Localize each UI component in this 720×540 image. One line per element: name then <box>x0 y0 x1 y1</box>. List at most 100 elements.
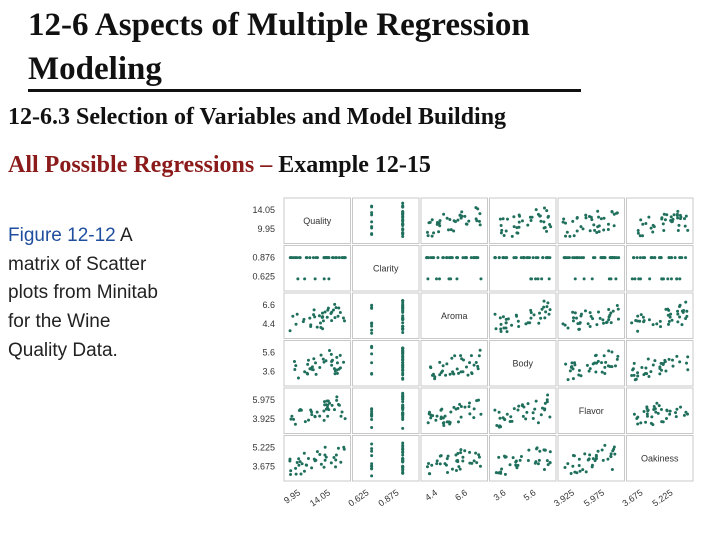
scatter-dot <box>314 256 318 260</box>
scatter-dot <box>517 325 521 329</box>
scatter-dot <box>539 316 543 320</box>
scatter-dot <box>500 228 504 232</box>
scatter-dot <box>401 219 405 223</box>
scatter-dot <box>510 234 514 238</box>
scatter-dot <box>427 461 431 465</box>
scatter-dot <box>445 216 449 220</box>
scatter-dot <box>601 458 605 462</box>
scatter-dot <box>632 256 636 260</box>
scatter-dot <box>649 256 653 260</box>
scatter-dot <box>546 463 550 467</box>
scatter-dot <box>659 408 663 412</box>
scatter-dot <box>641 234 645 238</box>
scatter-dot <box>665 409 669 413</box>
y-tick-label: 5.975 <box>252 395 275 405</box>
scatter-dot <box>370 454 374 458</box>
scatter-dot <box>472 407 476 411</box>
scatter-dot <box>477 453 481 457</box>
scatter-dot <box>588 311 592 315</box>
scatter-dot <box>526 402 530 406</box>
variable-name: Flavor <box>579 406 604 416</box>
example-highlight: All Possible Regressions – <box>8 152 273 178</box>
scatter-dot <box>330 359 334 363</box>
scatter-dot <box>565 230 569 234</box>
matrix-cell <box>352 197 420 244</box>
scatter-dot <box>533 407 537 411</box>
scatter-dot <box>322 400 326 404</box>
scatter-dot <box>675 407 679 411</box>
scatter-dot <box>653 256 657 260</box>
scatter-dot <box>314 361 318 365</box>
scatter-dot <box>667 320 671 324</box>
scatter-dot <box>370 464 374 468</box>
scatter-dot <box>658 372 662 376</box>
scatter-dot <box>680 323 684 327</box>
example-heading: All Possible Regressions – Example 12-15 <box>8 152 431 179</box>
scatter-dot <box>584 470 588 474</box>
scatter-dot <box>633 378 637 382</box>
scatter-dot <box>686 412 690 416</box>
scatter-dot <box>517 225 521 229</box>
scatter-dot <box>294 466 298 470</box>
scatter-dot <box>303 277 307 281</box>
scatter-dot <box>571 464 575 468</box>
scatter-dot <box>667 256 671 260</box>
scatter-dot <box>571 310 575 314</box>
scatter-dot <box>313 277 317 281</box>
scatter-dot <box>322 409 326 413</box>
scatter-dot <box>321 357 325 361</box>
scatter-dot <box>322 256 326 260</box>
scatter-dot <box>335 398 339 402</box>
scatter-dot <box>443 462 447 466</box>
scatter-dot <box>401 201 405 205</box>
scatter-dot <box>676 209 680 213</box>
scatter-dot <box>581 468 585 472</box>
scatter-dot <box>564 362 568 366</box>
scatter-dot <box>641 222 645 226</box>
scatter-dot <box>656 411 660 415</box>
example-text: Example 12-15 <box>278 152 431 178</box>
scatter-dot <box>584 216 588 220</box>
scatter-dot <box>585 363 589 367</box>
scatter-dot <box>439 371 443 375</box>
scatter-dot <box>606 228 610 232</box>
scatter-dot <box>323 458 327 462</box>
scatter-dot <box>596 310 600 314</box>
scatter-dot <box>545 398 549 402</box>
scatter-dot <box>475 461 479 465</box>
scatter-dot <box>669 277 673 281</box>
scatter-dot <box>613 452 617 456</box>
scatter-dot <box>318 321 322 325</box>
scatter-dot <box>401 331 405 335</box>
scatter-dot <box>370 410 374 414</box>
scatter-dot <box>603 443 607 447</box>
scatter-dot <box>610 468 614 472</box>
scatter-dot <box>540 307 544 311</box>
scatter-dot <box>545 229 549 233</box>
scatter-dot <box>427 256 431 260</box>
scatter-dot <box>590 463 594 467</box>
scatter-dot <box>632 361 636 365</box>
scatter-dot <box>298 460 302 464</box>
scatter-dot <box>502 233 506 237</box>
scatter-dot <box>543 226 547 230</box>
scatter-dot <box>370 412 374 416</box>
scatter-dot <box>426 234 430 238</box>
scatter-dot <box>666 277 670 281</box>
scatter-dot <box>469 354 473 358</box>
scatter-dot <box>610 365 614 369</box>
scatter-dot <box>615 303 619 307</box>
scatter-dot <box>401 231 405 235</box>
scatter-dot <box>438 219 442 223</box>
scatter-dot <box>596 449 600 453</box>
scatter-dot <box>289 417 293 421</box>
scatter-dot <box>612 212 616 216</box>
scatter-dot <box>370 462 374 466</box>
scatter-dot <box>667 357 671 361</box>
scatter-dot <box>643 371 647 375</box>
scatter-dot <box>659 325 663 329</box>
scatter-dot <box>328 401 332 405</box>
scatter-dot <box>686 355 690 359</box>
scatter-dot <box>401 222 405 226</box>
scatter-dot <box>306 457 310 461</box>
